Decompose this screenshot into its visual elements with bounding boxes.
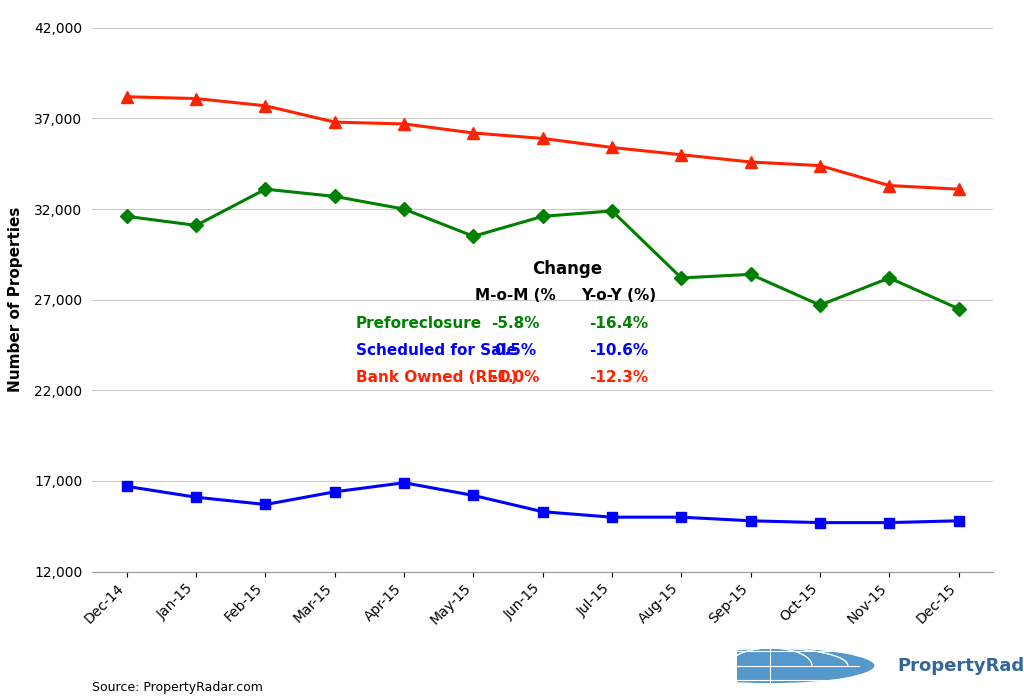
Text: -16.4%: -16.4% bbox=[590, 316, 648, 330]
Circle shape bbox=[666, 647, 876, 684]
Text: -5.8%: -5.8% bbox=[490, 316, 540, 330]
Text: -1.0%: -1.0% bbox=[490, 370, 540, 385]
Text: Preforeclosure: Preforeclosure bbox=[355, 316, 481, 330]
Text: Source: PropertyRadar.com: Source: PropertyRadar.com bbox=[92, 680, 263, 694]
Y-axis label: Number of Properties: Number of Properties bbox=[8, 207, 24, 392]
Text: Bank Owned (REO): Bank Owned (REO) bbox=[355, 370, 517, 385]
Text: PropertyRadar: PropertyRadar bbox=[898, 657, 1024, 675]
Text: Change: Change bbox=[531, 260, 602, 278]
Text: M-o-M (%: M-o-M (% bbox=[474, 289, 555, 303]
Text: 0.5%: 0.5% bbox=[494, 343, 536, 358]
Text: -12.3%: -12.3% bbox=[590, 370, 648, 385]
Text: Y-o-Y (%): Y-o-Y (%) bbox=[582, 289, 656, 303]
Text: -10.6%: -10.6% bbox=[590, 343, 648, 358]
Text: Scheduled for Sale: Scheduled for Sale bbox=[355, 343, 516, 358]
